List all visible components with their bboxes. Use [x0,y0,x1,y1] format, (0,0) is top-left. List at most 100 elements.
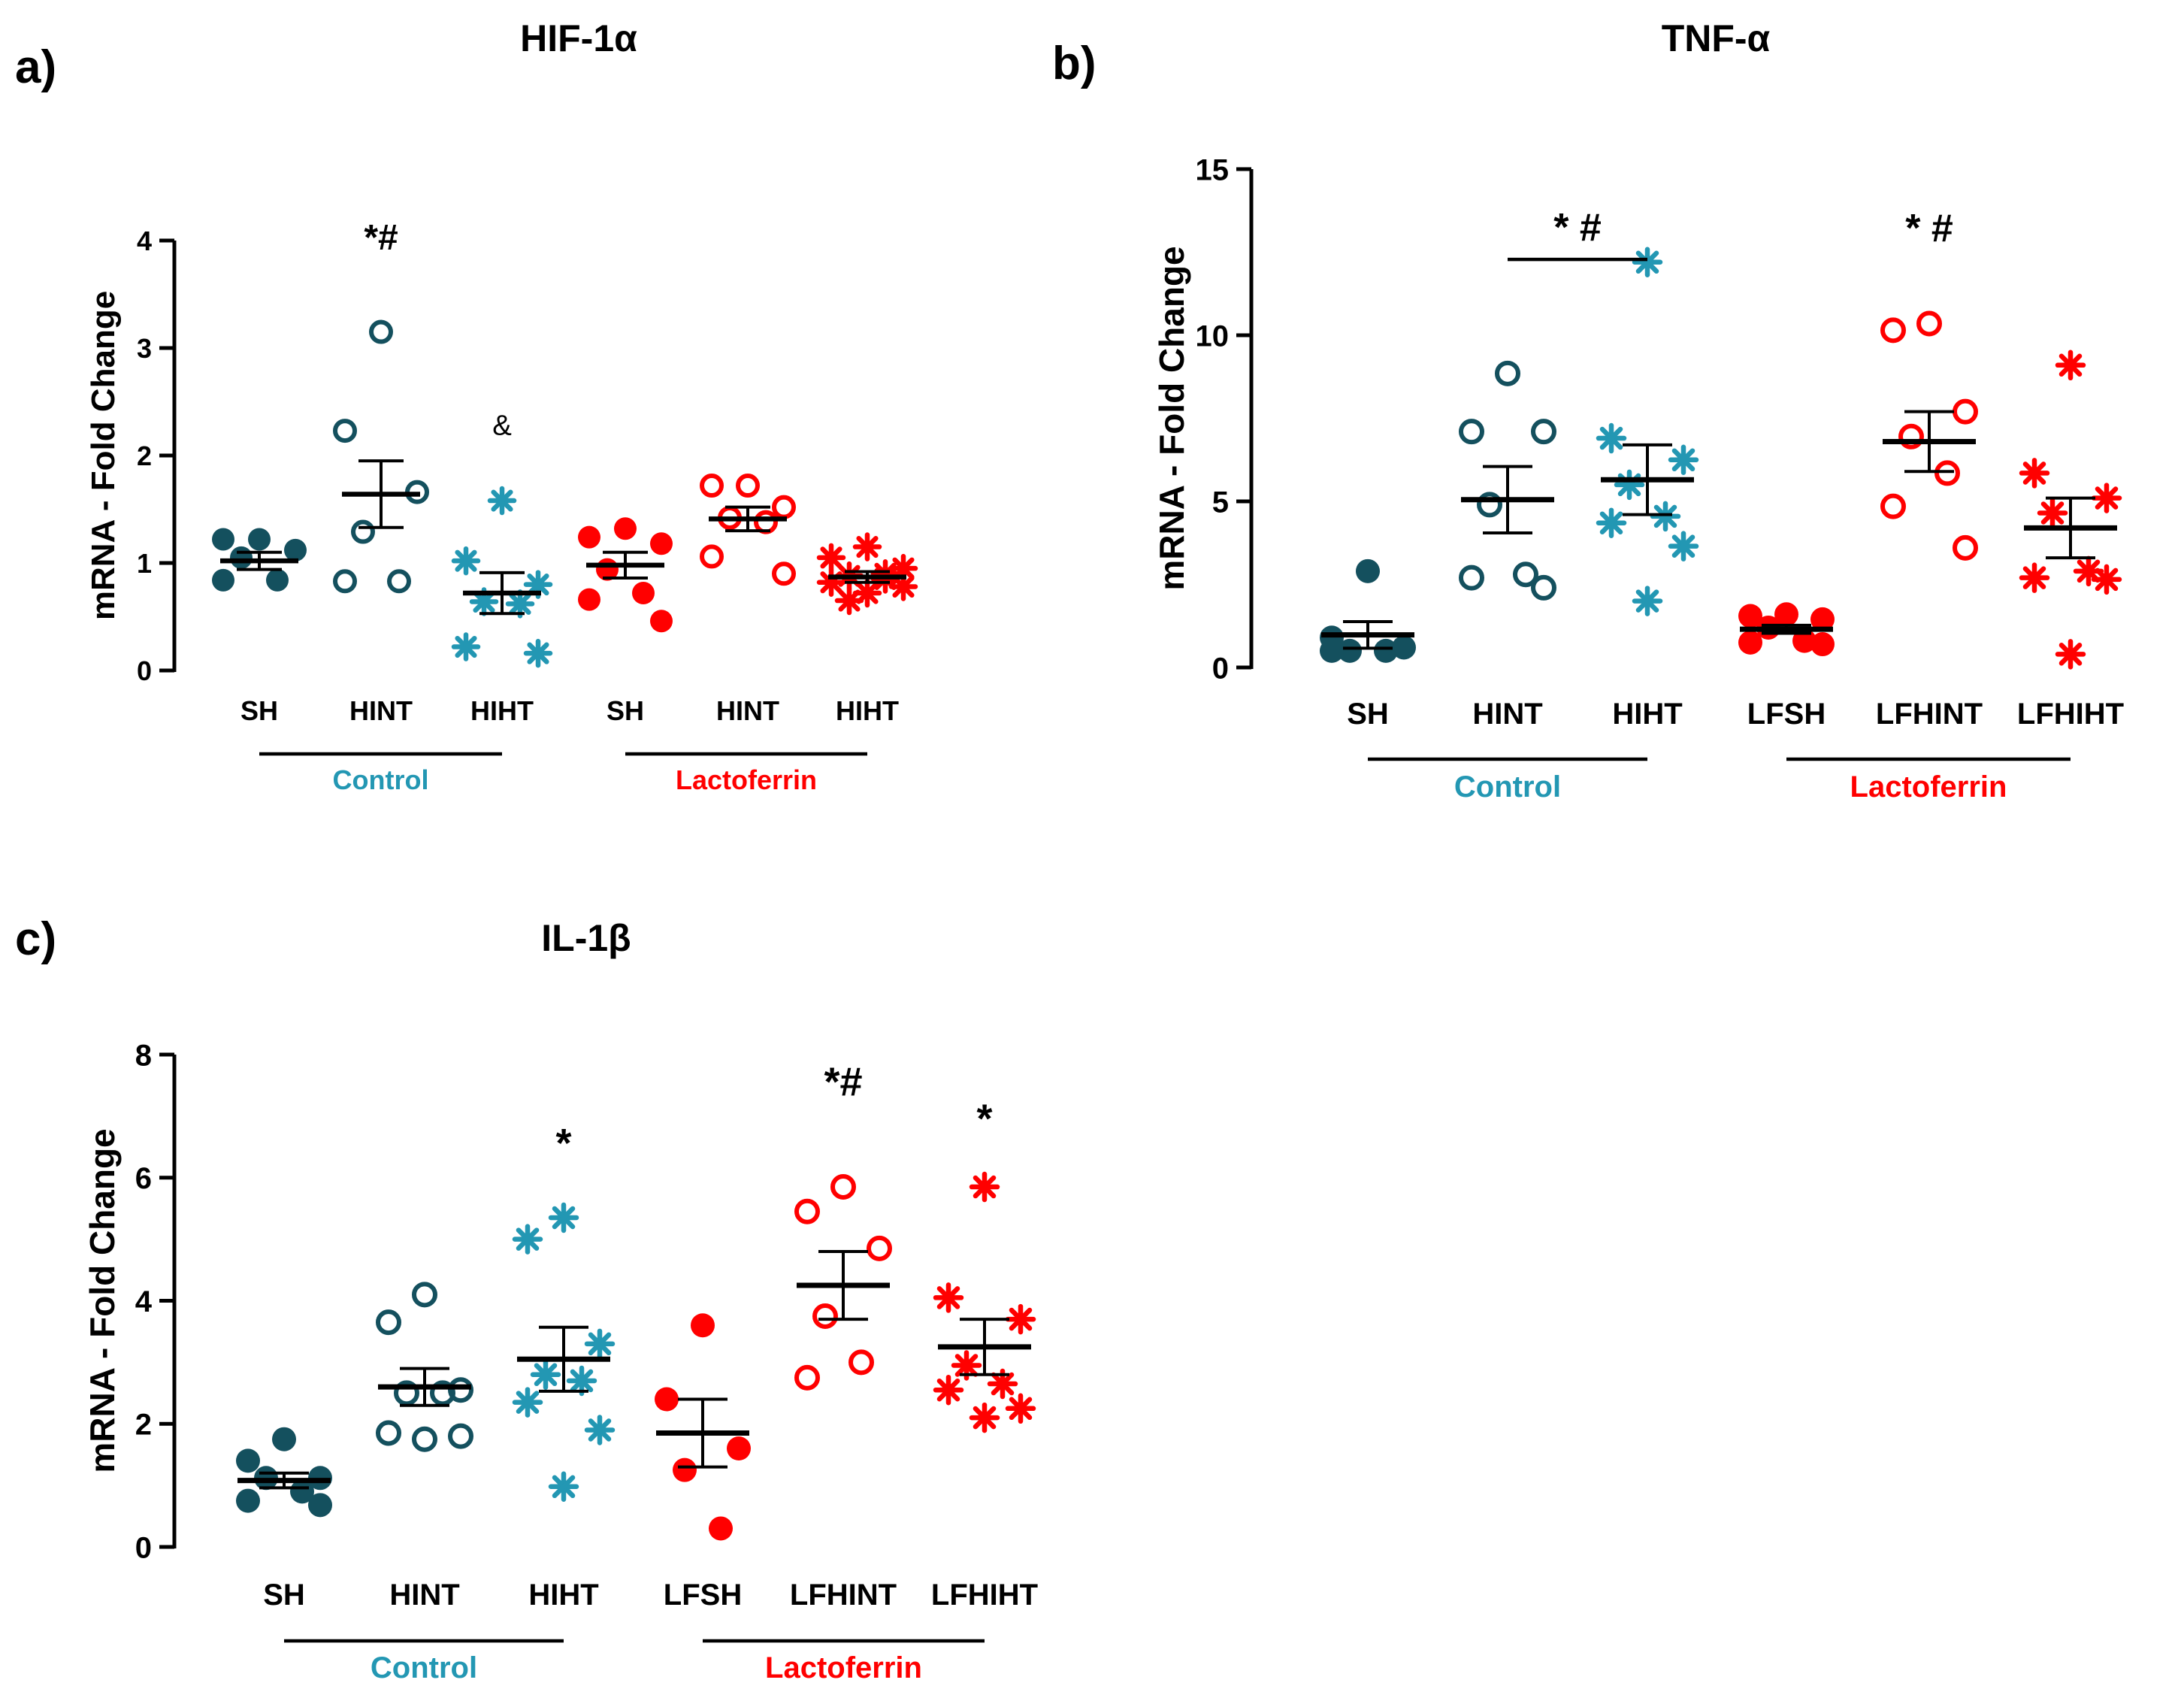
asterisk-stroke [534,1363,558,1387]
x-tick-label: HIHT [836,695,899,726]
y-tick-label: 5 [1212,486,1229,519]
data-point [700,474,724,498]
series-hiht [816,532,918,616]
data-point [709,1516,733,1541]
data-point [2055,639,2086,670]
asterisk-stroke [1671,448,1695,472]
data-point [1374,638,1398,663]
asterisk-stroke [491,489,513,512]
data-point [1953,534,1978,561]
asterisk-stroke [588,1418,612,1442]
x-tick-label: HINT [1472,698,1542,731]
data-point [852,532,882,561]
asterisk-stroke [936,1286,960,1309]
data-point [655,1387,679,1412]
data-point [1596,507,1627,538]
series-sh [212,528,307,592]
data-point [933,1282,964,1313]
asterisk-stroke [516,1227,540,1251]
data-point [1774,602,1798,627]
data-point [451,632,481,661]
data-point [794,1198,820,1224]
x-tick-label: HIHT [470,695,534,726]
asterisk-stroke [820,546,842,569]
mean-sem [463,571,541,616]
data-point [754,510,778,534]
data-point [816,543,846,573]
y-tick-label: 6 [135,1162,152,1195]
data-point [1632,247,1663,278]
data-point [505,589,535,619]
group-label: Lactoferrin [765,1651,922,1684]
x-tick-label: HIHT [528,1578,598,1612]
data-point [2091,564,2122,595]
mean-sem [1740,623,1833,635]
y-axis [159,238,177,673]
mean-sem [237,1471,331,1490]
data-point [548,1202,579,1233]
data-point [333,419,357,443]
data-point [700,544,724,569]
data-point [284,538,307,561]
chart-title: HIF-1α [520,17,637,59]
data-point [1005,1303,1036,1335]
series-lfhint [794,1174,892,1391]
data-point [1898,423,1924,449]
data-point [578,588,600,611]
x-tick-label: HINT [349,695,413,726]
series-sh [236,1427,332,1518]
data-point [308,1493,332,1518]
mean-sem [2024,496,2117,560]
data-point [2019,458,2050,489]
data-point [1495,360,1520,386]
data-point [772,495,796,519]
asterisk-stroke [516,1391,540,1414]
data-point [1531,419,1556,445]
data-point [1338,638,1362,663]
asterisk-stroke [2058,643,2083,666]
data-point [1792,628,1816,653]
mean-sem [1461,465,1554,534]
data-point [1810,632,1835,657]
x-tick-label: SH [263,1578,305,1612]
panel-label: b) [1052,38,1097,89]
y-tick-label: 2 [135,1409,152,1442]
asterisk-stroke [509,592,531,615]
y-axis-label: mRNA - Fold Change [85,291,122,620]
y-tick-label: 3 [137,333,152,364]
data-point [236,1448,260,1473]
data-point [1668,531,1699,561]
data-point [1934,460,1960,486]
mean-sem [586,550,664,580]
data-point [487,486,517,516]
y-tick-label: 15 [1196,153,1230,186]
data-point [584,1328,616,1360]
data-point [1668,444,1699,475]
significance-marker: *# [824,1059,862,1104]
mean-sem [1601,443,1694,516]
data-point [394,1380,419,1406]
asterisk-stroke [874,562,897,585]
x-tick-label: SH [240,695,278,726]
data-point [673,1457,697,1482]
asterisk-stroke [2077,559,2101,583]
asterisk-stroke [2022,462,2046,485]
x-tick-label: HIHT [1612,698,1682,731]
data-point [1356,558,1380,583]
data-point [2019,562,2050,593]
data-point [566,1365,597,1397]
data-point [523,638,553,668]
group-label: Control [371,1651,477,1684]
asterisk-stroke [552,1206,576,1230]
mean-sem [709,505,787,533]
asterisk-stroke [1635,250,1659,274]
asterisk-stroke [991,1372,1015,1396]
data-point [1477,492,1502,518]
series-hint [1459,360,1556,601]
data-point [1738,604,1762,628]
data-point [772,561,796,586]
data-point [2037,498,2068,528]
data-point [548,1471,579,1503]
x-tick-label: LFHIHT [931,1578,1038,1612]
